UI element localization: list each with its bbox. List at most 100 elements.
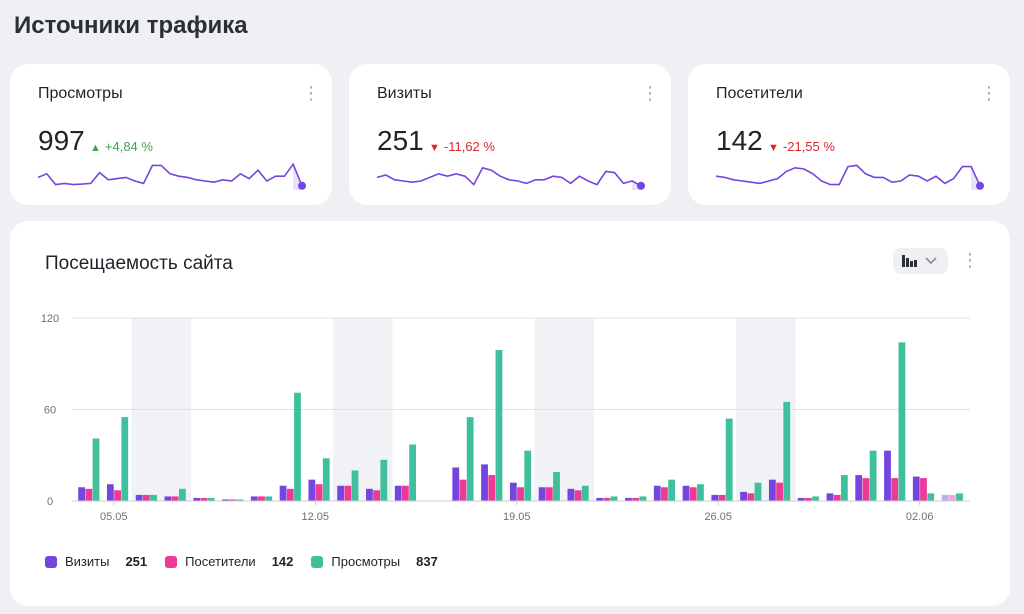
- bar: [337, 485, 345, 501]
- legend-total: 251: [125, 554, 148, 569]
- sparkline-end-point: [637, 181, 645, 190]
- bar: [776, 482, 783, 501]
- bar: [804, 497, 812, 501]
- kpi-value: 997: [38, 125, 85, 156]
- bar: [632, 497, 640, 501]
- y-tick-label: 120: [41, 313, 59, 325]
- sparkline-line: [716, 164, 981, 187]
- sparkline-end-point: [976, 181, 984, 190]
- bar: [250, 496, 258, 501]
- bar: [236, 499, 244, 501]
- bar: [409, 444, 417, 501]
- bar: [891, 478, 899, 501]
- bar: [78, 487, 85, 501]
- bar: [768, 479, 776, 501]
- bar: [639, 496, 647, 501]
- legend-item-visitors[interactable]: Посетители 142: [165, 554, 293, 569]
- legend-item-visits[interactable]: Визиты 251: [45, 554, 147, 569]
- bar: [920, 478, 927, 501]
- bar: [625, 497, 632, 501]
- x-tick-label: 02.06: [906, 511, 934, 523]
- bar: [553, 472, 560, 501]
- legend-label: Посетители: [185, 554, 256, 569]
- bar: [840, 475, 848, 501]
- legend-item-views[interactable]: Просмотры 837: [311, 554, 438, 569]
- bar: [855, 475, 863, 501]
- bar: [308, 479, 316, 501]
- bar: [812, 496, 819, 501]
- legend-swatch: [165, 555, 178, 568]
- bar: [178, 488, 186, 501]
- legend-total: 142: [271, 554, 294, 569]
- bar: [495, 350, 503, 501]
- chart-legend: Визиты 251 Посетители 142 Просмотры 837: [45, 554, 456, 569]
- legend-total: 837: [416, 554, 438, 569]
- bar: [481, 464, 488, 501]
- bar: [545, 487, 553, 501]
- bar: [948, 494, 956, 501]
- bar: [517, 487, 524, 501]
- sparkline-line: [38, 162, 303, 187]
- kpi-title: Просмотры: [38, 85, 123, 102]
- bar: [754, 482, 762, 501]
- bar: [567, 488, 575, 501]
- x-tick-label: 12.05: [301, 511, 329, 523]
- bar: [286, 488, 294, 501]
- x-tick-label: 05.05: [100, 511, 128, 523]
- bar: [366, 488, 373, 501]
- bar: [833, 494, 841, 501]
- kpi-card-visitors[interactable]: Посетители ⋮ 142 ▼ -21,55 %: [688, 64, 1010, 205]
- bar: [114, 490, 121, 501]
- more-vertical-icon[interactable]: ⋮: [302, 83, 320, 103]
- y-tick-label: 0: [47, 496, 53, 508]
- bar-chart-icon: [902, 255, 917, 267]
- bar: [668, 479, 676, 501]
- bar: [740, 491, 747, 501]
- bar: [402, 485, 409, 501]
- kpi-delta: ▼ -11,62 %: [429, 139, 495, 154]
- chart-title: Посещаемость сайта: [45, 253, 233, 274]
- bar: [85, 488, 93, 501]
- bar: [171, 496, 179, 501]
- x-tick-label: 19.05: [503, 511, 531, 523]
- sparkline-line: [377, 166, 642, 187]
- bar: [509, 482, 517, 501]
- kpi-delta: ▼ -21,55 %: [768, 139, 835, 154]
- bar: [956, 493, 963, 501]
- more-vertical-icon[interactable]: ⋮: [980, 83, 998, 103]
- bar: [711, 494, 719, 501]
- chart-type-dropdown[interactable]: [893, 248, 948, 274]
- bar: [322, 458, 330, 501]
- bar: [164, 496, 172, 501]
- bar: [689, 487, 697, 501]
- bar: [265, 496, 273, 501]
- sparkline: [377, 166, 645, 190]
- bar: [200, 497, 208, 501]
- bar: [898, 342, 906, 501]
- bar: [912, 476, 920, 501]
- bar: [229, 499, 237, 501]
- legend-swatch: [45, 555, 57, 568]
- bar: [697, 484, 704, 501]
- kpi-value: 142: [716, 125, 763, 156]
- bar: [380, 459, 388, 501]
- y-tick-label: 60: [44, 405, 56, 417]
- bar: [92, 438, 100, 501]
- bar: [106, 484, 114, 501]
- bar: [927, 493, 935, 501]
- bar: [466, 417, 474, 501]
- bar: [596, 497, 604, 501]
- bar: [603, 497, 611, 501]
- bar: [135, 494, 143, 501]
- kpi-card-views[interactable]: Просмотры ⋮ 997 ▲ +4,84 %: [10, 64, 332, 205]
- legend-label: Просмотры: [331, 554, 401, 569]
- bar: [207, 497, 215, 501]
- bar: [351, 470, 359, 501]
- bar: [574, 490, 582, 501]
- sparkline-end-point: [298, 181, 306, 190]
- bar: [610, 496, 618, 501]
- kpi-card-visits[interactable]: Визиты ⋮ 251 ▼ -11,62 %: [349, 64, 671, 205]
- more-vertical-icon[interactable]: ⋮: [641, 83, 659, 103]
- bar: [193, 497, 201, 501]
- sparkline: [716, 164, 984, 190]
